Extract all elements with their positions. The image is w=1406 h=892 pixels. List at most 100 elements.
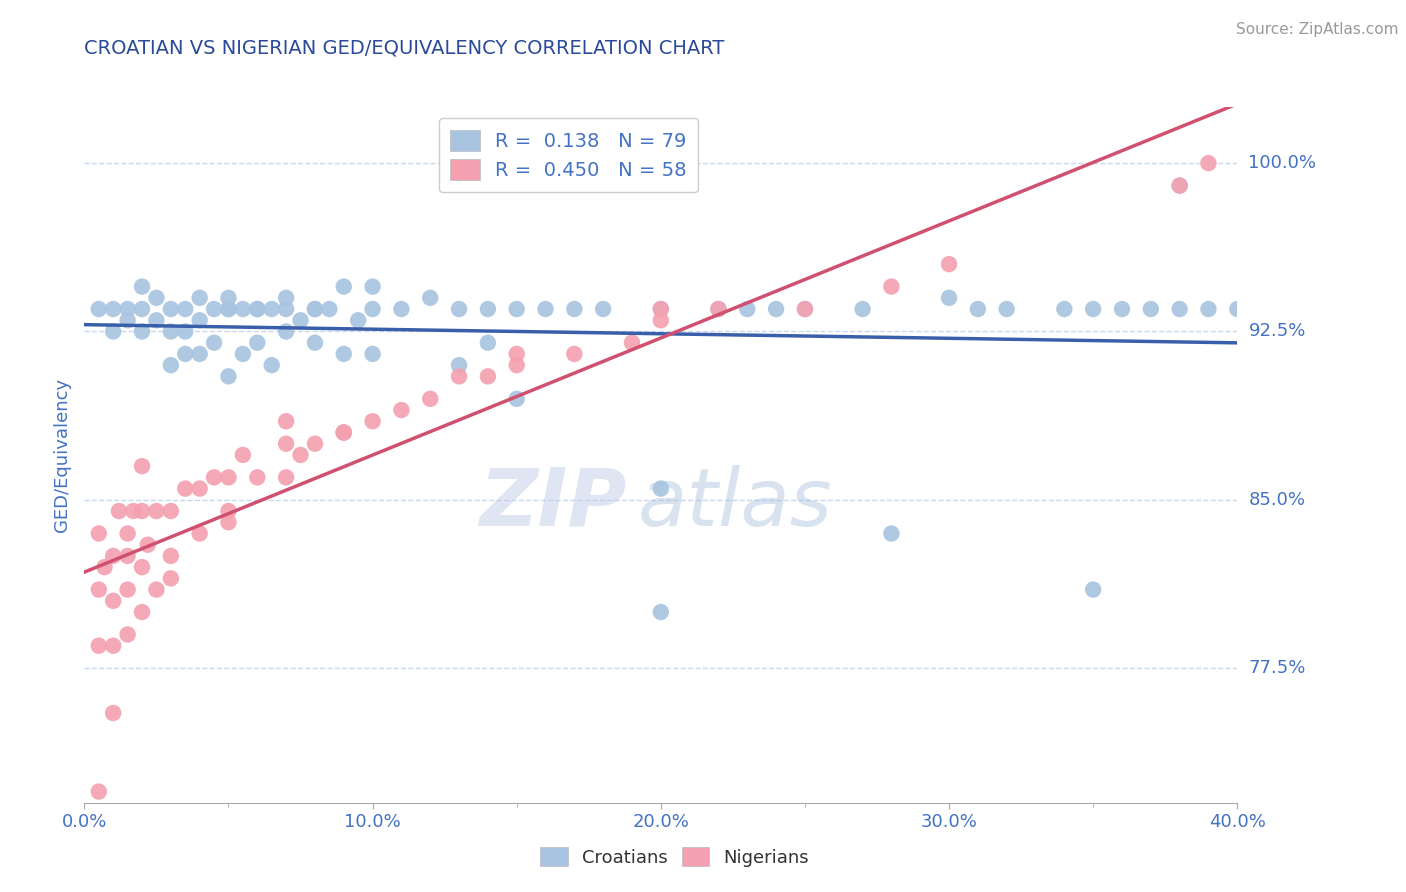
- Point: [880, 526, 903, 541]
- Point: [246, 335, 269, 350]
- Point: [87, 526, 110, 541]
- Point: [246, 301, 269, 316]
- Point: [174, 301, 197, 316]
- Point: [145, 313, 167, 327]
- Point: [274, 325, 298, 339]
- Point: [650, 301, 672, 316]
- Point: [1226, 301, 1249, 316]
- Point: [562, 301, 586, 316]
- Point: [232, 347, 254, 361]
- Point: [188, 526, 211, 541]
- Point: [217, 301, 239, 316]
- Point: [650, 301, 672, 316]
- Point: [318, 301, 340, 316]
- Legend: R =  0.138   N = 79, R =  0.450   N = 58: R = 0.138 N = 79, R = 0.450 N = 58: [439, 118, 699, 192]
- Point: [880, 279, 903, 293]
- Text: atlas: atlas: [638, 465, 832, 542]
- Point: [650, 313, 672, 327]
- Point: [707, 301, 730, 316]
- Point: [765, 301, 787, 316]
- Point: [117, 526, 139, 541]
- Point: [967, 301, 990, 316]
- Point: [131, 504, 153, 518]
- Point: [103, 325, 124, 339]
- Point: [188, 347, 211, 361]
- Point: [188, 313, 211, 327]
- Point: [145, 291, 167, 305]
- Point: [87, 582, 110, 597]
- Point: [506, 347, 529, 361]
- Point: [361, 279, 384, 293]
- Point: [290, 448, 312, 462]
- Point: [1081, 582, 1104, 597]
- Point: [506, 301, 529, 316]
- Point: [1111, 301, 1133, 316]
- Point: [534, 301, 557, 316]
- Point: [995, 301, 1018, 316]
- Point: [332, 279, 354, 293]
- Point: [131, 325, 153, 339]
- Point: [1197, 156, 1219, 170]
- Point: [1053, 301, 1076, 316]
- Point: [361, 414, 384, 428]
- Point: [103, 706, 124, 720]
- Point: [447, 369, 470, 384]
- Point: [103, 594, 124, 608]
- Point: [852, 301, 875, 316]
- Point: [131, 459, 153, 474]
- Point: [1197, 301, 1219, 316]
- Point: [174, 482, 197, 496]
- Point: [650, 605, 672, 619]
- Point: [131, 560, 153, 574]
- Point: [117, 549, 139, 563]
- Point: [447, 358, 470, 372]
- Point: [304, 301, 326, 316]
- Point: [136, 538, 159, 552]
- Point: [87, 639, 110, 653]
- Point: [332, 425, 354, 440]
- Point: [419, 291, 441, 305]
- Legend: Croatians, Nigerians: Croatians, Nigerians: [533, 840, 817, 874]
- Point: [160, 549, 183, 563]
- Point: [1081, 301, 1104, 316]
- Text: 85.0%: 85.0%: [1249, 491, 1305, 508]
- Point: [477, 301, 499, 316]
- Point: [1139, 301, 1161, 316]
- Point: [108, 504, 131, 518]
- Point: [621, 335, 644, 350]
- Point: [217, 369, 239, 384]
- Y-axis label: GED/Equivalency: GED/Equivalency: [53, 378, 72, 532]
- Point: [131, 279, 153, 293]
- Text: Source: ZipAtlas.com: Source: ZipAtlas.com: [1236, 22, 1399, 37]
- Point: [650, 482, 672, 496]
- Point: [347, 313, 370, 327]
- Point: [391, 403, 413, 417]
- Point: [160, 504, 183, 518]
- Point: [174, 347, 197, 361]
- Point: [117, 582, 139, 597]
- Point: [217, 470, 239, 484]
- Point: [160, 358, 183, 372]
- Point: [117, 313, 139, 327]
- Text: ZIP: ZIP: [479, 465, 626, 542]
- Point: [304, 335, 326, 350]
- Point: [1168, 178, 1191, 193]
- Point: [246, 301, 269, 316]
- Point: [274, 301, 298, 316]
- Point: [274, 414, 298, 428]
- Point: [938, 291, 960, 305]
- Point: [260, 358, 283, 372]
- Point: [592, 301, 614, 316]
- Point: [304, 301, 326, 316]
- Point: [188, 482, 211, 496]
- Point: [202, 301, 225, 316]
- Text: 100.0%: 100.0%: [1249, 154, 1316, 172]
- Point: [274, 470, 298, 484]
- Point: [145, 504, 167, 518]
- Point: [117, 627, 139, 641]
- Point: [332, 425, 354, 440]
- Point: [793, 301, 815, 316]
- Point: [232, 301, 254, 316]
- Point: [332, 347, 354, 361]
- Text: 92.5%: 92.5%: [1249, 323, 1306, 341]
